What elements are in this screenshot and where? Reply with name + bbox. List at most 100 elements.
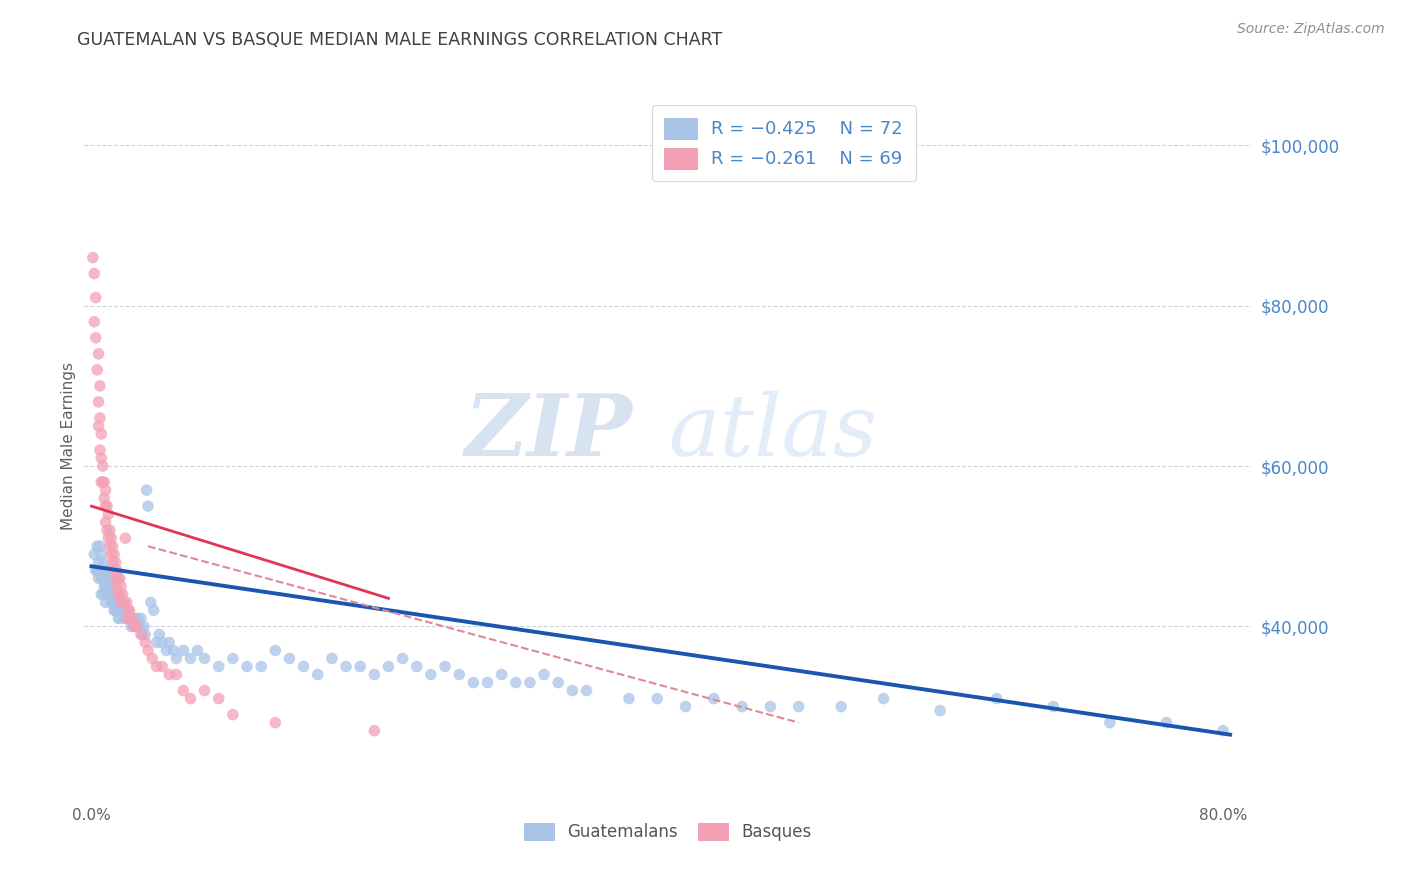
Basques [94,515,117,529]
Guatemalans [142,603,165,617]
Guatemalans [97,571,120,585]
Guatemalans [533,667,555,681]
Guatemalans [391,651,413,665]
Guatemalans [134,627,156,641]
Guatemalans [89,563,111,577]
Guatemalans [96,579,118,593]
Legend: Guatemalans, Basques: Guatemalans, Basques [517,816,818,848]
Guatemalans [105,603,128,617]
Guatemalans [1212,723,1234,738]
Guatemalans [1042,699,1064,714]
Guatemalans [278,651,301,665]
Guatemalans [419,667,441,681]
Basques [122,619,145,633]
Basques [96,523,118,537]
Guatemalans [120,619,142,633]
Guatemalans [675,699,697,714]
Guatemalans [575,683,598,698]
Guatemalans [91,571,114,585]
Guatemalans [150,635,173,649]
Basques [110,579,132,593]
Basques [103,563,125,577]
Basques [129,627,152,641]
Guatemalans [89,539,111,553]
Guatemalans [321,651,343,665]
Basques [121,611,143,625]
Guatemalans [101,587,124,601]
Guatemalans [165,651,187,665]
Guatemalans [434,659,457,673]
Basques [145,659,167,673]
Guatemalans [1098,715,1121,730]
Guatemalans [103,603,125,617]
Basques [87,347,110,361]
Guatemalans [463,675,485,690]
Text: Source: ZipAtlas.com: Source: ZipAtlas.com [1237,22,1385,37]
Guatemalans [86,539,108,553]
Guatemalans [103,587,125,601]
Guatemalans [117,611,139,625]
Guatemalans [250,659,273,673]
Guatemalans [872,691,894,706]
Guatemalans [377,659,399,673]
Basques [90,427,112,442]
Guatemalans [104,603,127,617]
Basques [172,683,194,698]
Basques [115,611,138,625]
Basques [97,507,120,521]
Basques [264,715,287,730]
Text: atlas: atlas [668,391,877,473]
Basques [103,547,125,561]
Y-axis label: Median Male Earnings: Median Male Earnings [60,362,76,530]
Basques [91,458,114,473]
Guatemalans [208,659,231,673]
Basques [111,587,134,601]
Basques [94,499,117,513]
Guatemalans [98,563,121,577]
Guatemalans [491,667,513,681]
Basques [87,419,110,434]
Basques [194,683,217,698]
Basques [91,475,114,489]
Basques [100,531,122,545]
Basques [112,595,135,609]
Guatemalans [179,651,201,665]
Guatemalans [129,611,152,625]
Guatemalans [787,699,810,714]
Basques [107,571,129,585]
Basques [90,450,112,465]
Guatemalans [929,704,952,718]
Guatemalans [645,691,668,706]
Guatemalans [90,571,112,585]
Basques [83,315,105,329]
Basques [104,555,127,569]
Guatemalans [132,619,155,633]
Guatemalans [122,619,145,633]
Guatemalans [90,587,112,601]
Guatemalans [115,603,138,617]
Guatemalans [131,627,153,641]
Guatemalans [108,595,131,609]
Guatemalans [124,611,146,625]
Basques [101,555,124,569]
Basques [179,691,201,706]
Guatemalans [118,611,141,625]
Guatemalans [100,579,122,593]
Basques [98,523,121,537]
Basques [89,379,111,393]
Guatemalans [107,611,129,625]
Guatemalans [186,643,208,657]
Basques [108,587,131,601]
Guatemalans [98,579,121,593]
Guatemalans [162,643,184,657]
Basques [105,579,128,593]
Basques [110,595,132,609]
Guatemalans [127,611,149,625]
Guatemalans [94,571,117,585]
Basques [208,691,231,706]
Guatemalans [114,611,136,625]
Basques [157,667,180,681]
Guatemalans [703,691,725,706]
Guatemalans [104,595,127,609]
Text: ZIP: ZIP [465,390,633,474]
